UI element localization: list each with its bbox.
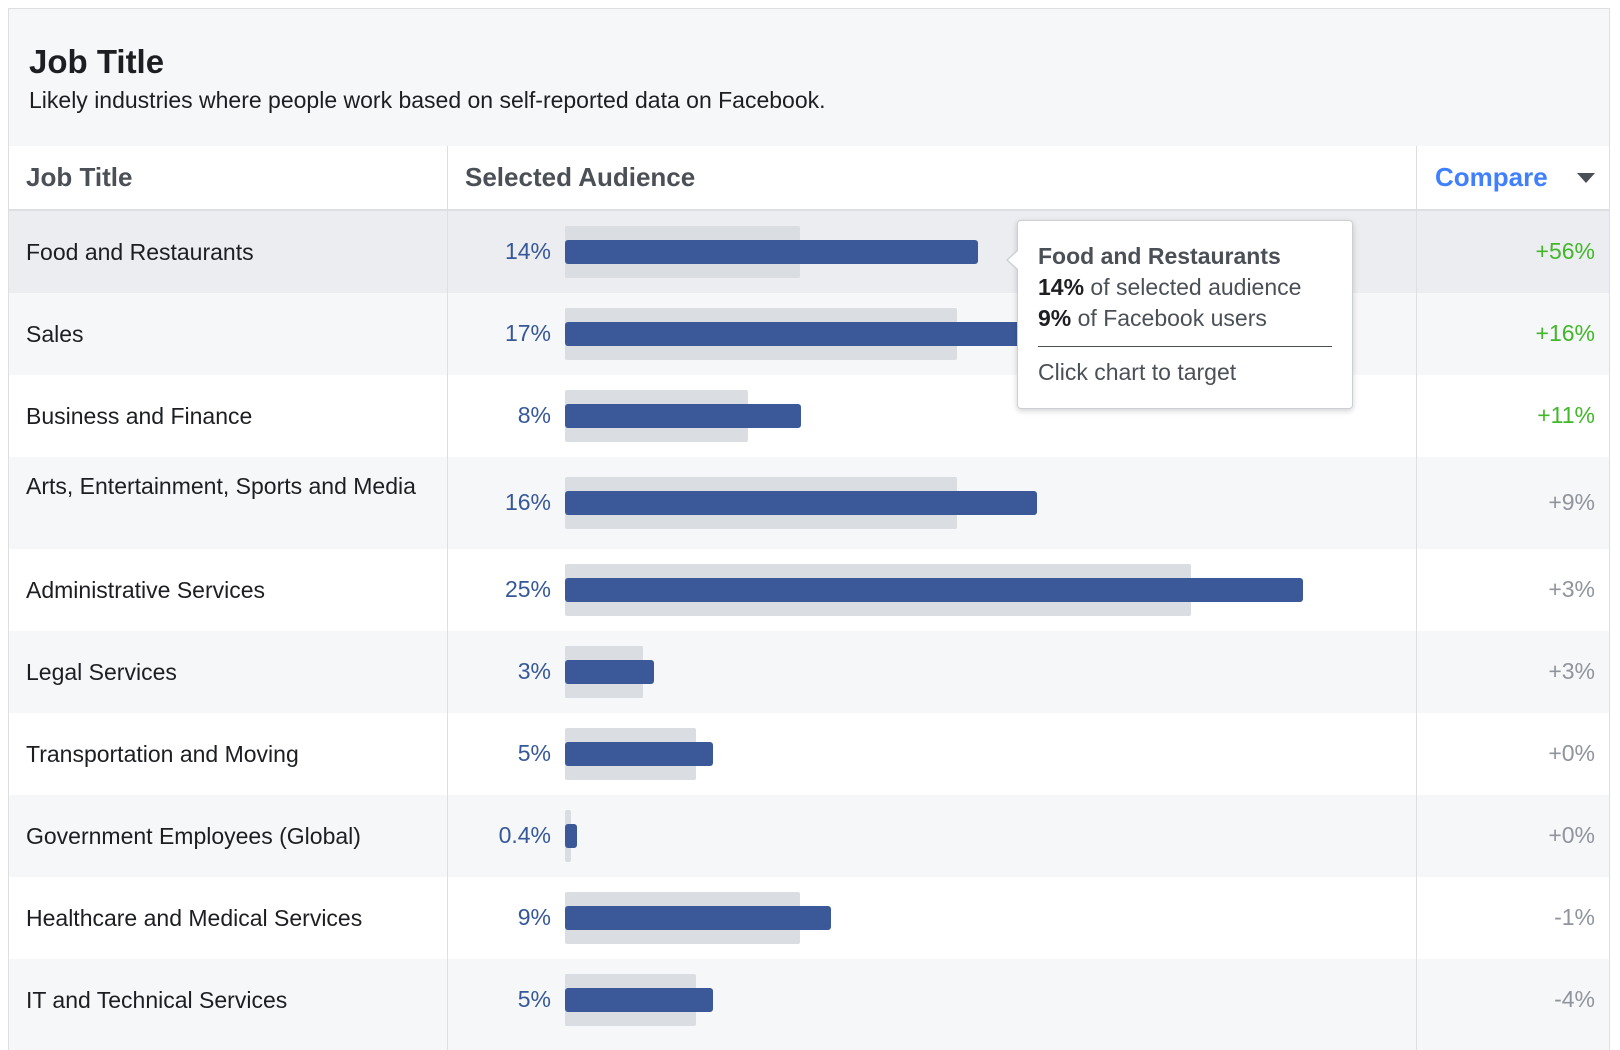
selected-audience-bar[interactable] — [565, 906, 831, 930]
selected-audience-bar[interactable] — [565, 742, 713, 766]
table-row[interactable]: Government Employees (Global) 0.4% +0% — [9, 795, 1609, 877]
table-row[interactable]: Legal Services 3% +3% — [9, 631, 1609, 713]
table-header: Job Title Selected Audience Compare — [9, 146, 1609, 211]
compare-value: +16% — [1535, 320, 1595, 346]
table-row[interactable]: Business and Finance 8% +11% — [9, 375, 1609, 457]
compare-value: +3% — [1548, 658, 1595, 684]
tooltip-divider — [1038, 346, 1332, 347]
compare-value: +56% — [1535, 238, 1595, 264]
row-label: Government Employees (Global) — [26, 823, 361, 849]
tooltip-footer: Click chart to target — [1038, 359, 1237, 385]
selected-audience-value: 14% — [504, 238, 551, 264]
compare-value: +0% — [1548, 822, 1595, 848]
selected-audience-value: 3% — [517, 658, 551, 684]
compare-value: +11% — [1537, 402, 1595, 428]
compare-value: +9% — [1548, 489, 1595, 515]
selected-audience-bar[interactable] — [565, 240, 978, 264]
selected-audience-value: 8% — [517, 402, 551, 428]
compare-value: -1% — [1554, 904, 1595, 930]
selected-audience-value: 5% — [517, 740, 551, 766]
tooltip-facebook-text: of Facebook users — [1071, 305, 1267, 331]
column-divider-left — [447, 146, 448, 1050]
tooltip-title: Food and Restaurants — [1038, 243, 1281, 269]
row-label: Food and Restaurants — [26, 239, 254, 265]
selected-audience-value: 25% — [504, 576, 551, 602]
selected-audience-bar[interactable] — [565, 824, 577, 848]
job-title-panel: Job Title Likely industries where people… — [8, 8, 1610, 1050]
row-label: Transportation and Moving — [26, 741, 299, 767]
row-label: Healthcare and Medical Services — [26, 905, 363, 931]
row-label: Administrative Services — [26, 577, 266, 603]
table-row[interactable]: Food and Restaurants 14% +56% — [9, 211, 1609, 293]
selected-audience-bar[interactable] — [565, 660, 654, 684]
selected-audience-bar[interactable] — [565, 578, 1303, 602]
compare-value: +3% — [1548, 576, 1595, 602]
row-label: Business and Finance — [26, 403, 253, 429]
row-label: Arts, Entertainment, Sports and Media — [26, 473, 416, 499]
table-row[interactable]: IT and Technical Services 5% -4% — [9, 959, 1609, 1041]
table-row[interactable]: Arts, Entertainment, Sports and Media 16%… — [9, 457, 1609, 549]
selected-audience-value: 17% — [504, 320, 551, 346]
tooltip-selected-line: 14% of selected audience — [1038, 272, 1332, 303]
table-row[interactable]: Transportation and Moving 5% +0% — [9, 713, 1609, 795]
table-row[interactable]: Healthcare and Medical Services 9% -1% — [9, 877, 1609, 959]
compare-value: -4% — [1554, 986, 1595, 1012]
selected-audience-value: 16% — [504, 489, 551, 515]
selected-audience-bar[interactable] — [565, 988, 713, 1012]
chevron-down-icon[interactable] — [1577, 173, 1595, 183]
panel-title: Job Title — [29, 43, 165, 80]
selected-audience-value: 5% — [517, 986, 551, 1012]
tooltip-selected-text: of selected audience — [1084, 274, 1302, 300]
column-divider-right — [1416, 146, 1417, 1050]
compare-value: +0% — [1548, 740, 1595, 766]
selected-audience-bar[interactable] — [565, 491, 1037, 515]
tooltip-selected-value: 14% — [1038, 274, 1085, 300]
row-label: Legal Services — [26, 659, 177, 685]
panel-subtitle: Likely industries where people work base… — [29, 87, 826, 113]
selected-audience-value: 9% — [517, 904, 551, 930]
tooltip-facebook-line: 9% of Facebook users — [1038, 303, 1332, 334]
chart-tooltip: Food and Restaurants 14% of selected aud… — [1006, 220, 1353, 409]
selected-audience-bar[interactable] — [565, 404, 801, 428]
table-row[interactable]: Administrative Services 25% +3% — [9, 549, 1609, 631]
selected-audience-bar[interactable] — [565, 322, 1067, 346]
table-row[interactable]: Sales 17% +16% — [9, 293, 1609, 375]
column-header-job-title: Job Title — [26, 162, 133, 192]
row-label: Sales — [26, 321, 84, 347]
compare-dropdown[interactable]: Compare — [1435, 162, 1548, 192]
selected-audience-value: 0.4% — [498, 822, 551, 848]
column-header-selected-audience: Selected Audience — [465, 162, 696, 192]
row-label: IT and Technical Services — [26, 987, 288, 1013]
tooltip-facebook-value: 9% — [1038, 305, 1072, 331]
